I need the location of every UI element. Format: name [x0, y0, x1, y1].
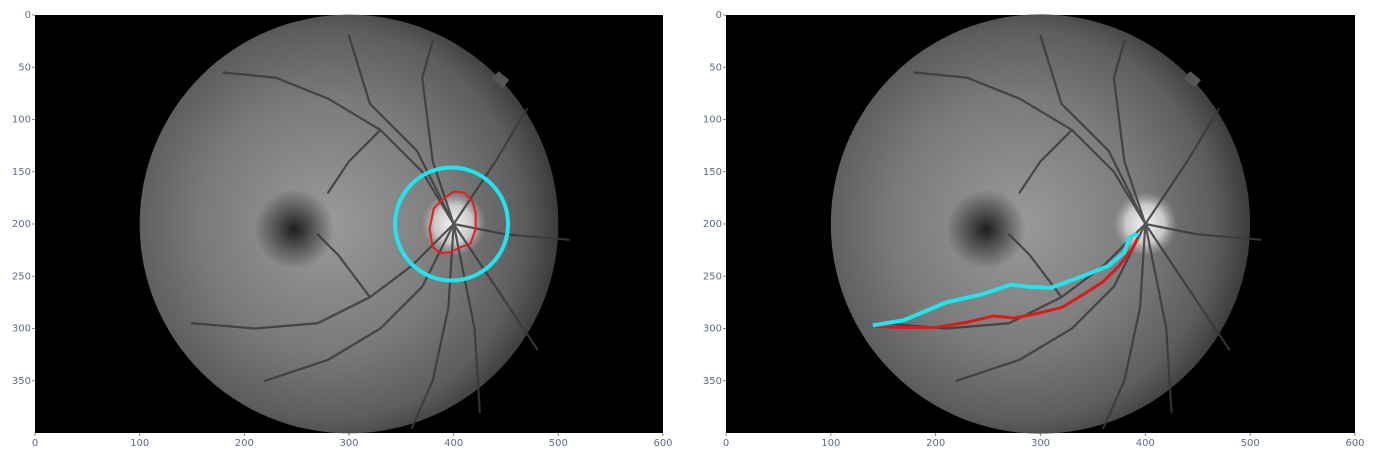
x-tick-label: 100 [821, 438, 840, 449]
x-tick-label: 600 [653, 438, 672, 449]
y-tick-label: 100 [703, 115, 722, 126]
x-tick-label: 0 [32, 438, 38, 449]
left-panel: 0 100 200 300 400 500 600 0 50 100 150 200 250 300 350 [0, 0, 680, 456]
y-tick-label: 100 [12, 115, 31, 126]
y-tick-label: 150 [703, 167, 722, 178]
y-tick-label: 50 [709, 62, 722, 73]
x-tick-label: 0 [723, 438, 729, 449]
y-tick-label: 300 [12, 324, 31, 335]
y-tick-label: 150 [12, 167, 31, 178]
y-tick-label: 350 [703, 376, 722, 387]
macula [945, 189, 1026, 270]
x-tick-label: 500 [1241, 438, 1260, 449]
x-tick-label: 200 [235, 438, 254, 449]
y-tick-label: 200 [703, 219, 722, 230]
macula [254, 189, 335, 270]
y-tick-label: 50 [18, 62, 31, 73]
y-tick-label: 250 [703, 271, 722, 282]
x-tick-label: 300 [339, 438, 358, 449]
x-tick-label: 500 [549, 438, 568, 449]
left-plot: 0 100 200 300 400 500 600 0 50 100 150 200 250 300 350 [12, 10, 673, 449]
y-tick-label: 350 [12, 376, 31, 387]
y-tick-label: 0 [716, 10, 722, 21]
x-tick-label: 400 [444, 438, 463, 449]
optic-disc-circle [393, 165, 511, 283]
y-tick-label: 250 [12, 271, 31, 282]
x-tick-label: 400 [1136, 438, 1155, 449]
fundus-notch [492, 71, 510, 88]
x-tick-label: 600 [1345, 438, 1364, 449]
x-tick-label: 100 [130, 438, 149, 449]
x-tick-label: 300 [1031, 438, 1050, 449]
fundus-notch [1183, 71, 1201, 88]
x-tick-label: 200 [926, 438, 945, 449]
optic-cup-contour [428, 190, 477, 255]
right-panel: 0 100 200 300 400 500 600 0 50 100 150 200 250 300 350 [690, 0, 1377, 456]
cyan-line [872, 232, 1139, 328]
vessels [190, 34, 570, 429]
right-plot: 0 100 200 300 400 500 600 0 50 100 150 200 250 300 350 [703, 10, 1365, 449]
vessels [882, 34, 1262, 429]
y-tick-label: 0 [25, 10, 31, 21]
y-tick-label: 200 [12, 219, 31, 230]
red-line [872, 236, 1140, 329]
y-tick-label: 300 [703, 324, 722, 335]
